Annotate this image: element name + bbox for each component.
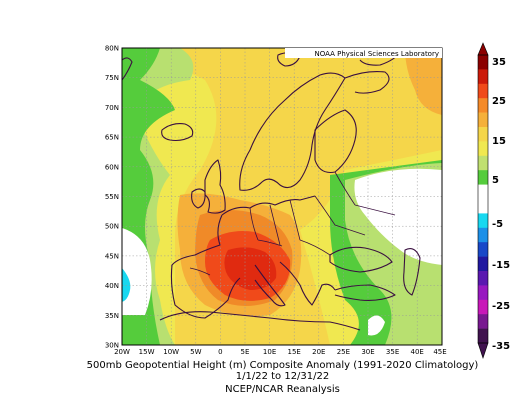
colorbar-segment [478, 112, 488, 128]
coast-britain [204, 159, 226, 214]
caption-date-range: 1/1/22 to 12/31/22 [235, 371, 330, 382]
y-tick-label: 50N [105, 223, 119, 231]
colorbar-segment [478, 328, 488, 344]
coast-caspian [403, 248, 421, 296]
caption-source: NCEP/NCAR Reanalysis [225, 384, 340, 395]
colorbar-segment [478, 271, 488, 286]
colorbar-label: 25 [492, 96, 506, 107]
x-tick-label: 10W [163, 348, 179, 356]
y-tick-label: 30N [105, 342, 119, 350]
y-tick-label: 40N [105, 282, 119, 290]
x-tick-label: 0 [218, 348, 222, 356]
neutral-zone-southeast [368, 315, 385, 336]
x-tick-label: 40E [411, 348, 424, 356]
x-axis: 20W 15W 10W 5W 0 5E 10E 15E 20E 25E 30E … [114, 348, 447, 356]
neutral-zone-east [354, 168, 442, 265]
colorbar-label: -25 [492, 301, 510, 312]
map-panel [122, 48, 442, 345]
x-tick-label: 5W [190, 348, 201, 356]
colorbar-segments [478, 55, 488, 344]
y-tick-label: 80N [105, 45, 119, 53]
colorbar-segment [478, 199, 488, 214]
y-tick-label: 65N [105, 134, 119, 142]
y-axis: 80N 75N 70N 65N 60N 55N 50N 45N 40N 35N … [105, 45, 119, 350]
coast-north-africa [159, 311, 361, 331]
colorbar-segment [478, 299, 488, 315]
credit-box: NOAA Physical Sciences Laboratory [285, 48, 442, 58]
colorbar-segment [478, 285, 488, 301]
anomaly-band-20-northeast [405, 48, 442, 115]
colorbar-segment [478, 314, 488, 329]
coast-west-europe [221, 195, 316, 216]
coast-scandinavia [239, 72, 346, 191]
coast-iceland [161, 123, 194, 142]
x-tick-label: 20E [312, 348, 325, 356]
colorbar-label: -35 [492, 341, 510, 352]
x-tick-label: 45E [433, 348, 446, 356]
colorbar-label: -15 [492, 260, 510, 271]
borders-iberia [189, 267, 211, 276]
coast-turkey [334, 284, 396, 301]
x-tick-label: 5E [241, 348, 250, 356]
colorbar-label: 5 [492, 175, 499, 186]
colorbar-segment [478, 69, 488, 85]
coast-balkans [279, 261, 336, 306]
colorbar-segment [478, 170, 488, 185]
borders-east [314, 171, 396, 236]
negative-anomaly-west [122, 268, 131, 302]
y-tick-label: 55N [105, 193, 119, 201]
colorbar-label: -5 [492, 219, 503, 230]
coastlines [122, 50, 421, 331]
coast-ireland [191, 188, 206, 209]
colorbar: 35 25 15 5 -5 -15 -25 -35 [477, 42, 510, 359]
coast-france-iberia [170, 214, 241, 319]
colorbar-segment [478, 141, 488, 157]
x-tick-label: 20W [114, 348, 130, 356]
colorbar-frame [477, 54, 489, 344]
colorbar-segment [478, 83, 488, 99]
coast-kola [344, 71, 390, 94]
coast-black-sea [329, 246, 393, 273]
borders-central [249, 199, 331, 256]
x-tick-label: 25E [337, 348, 350, 356]
coast-italy [254, 264, 286, 307]
x-tick-label: 35E [386, 348, 399, 356]
colorbar-segment [478, 227, 488, 243]
y-tick-label: 60N [105, 163, 119, 171]
colorbar-segment [478, 55, 488, 70]
anomaly-core-35 [224, 247, 277, 290]
y-tick-label: 70N [105, 104, 119, 112]
coast-greenland [122, 57, 133, 81]
colorbar-label: 35 [492, 57, 506, 68]
colorbar-top-arrow [477, 42, 489, 56]
colorbar-segment [478, 127, 488, 142]
x-tick-label: 15W [139, 348, 155, 356]
colorbar-segment [478, 213, 488, 229]
caption-title: 500mb Geopotential Height (m) Composite … [86, 360, 479, 371]
colorbar-label: 15 [492, 136, 506, 147]
colorbar-segment [478, 184, 488, 200]
credit-text: NOAA Physical Sciences Laboratory [315, 50, 439, 58]
neutral-zone-west [122, 228, 152, 315]
y-tick-label: 35N [105, 312, 119, 320]
y-tick-label: 45N [105, 252, 119, 260]
x-tick-label: 15E [288, 348, 301, 356]
colorbar-bottom-arrow [477, 342, 489, 359]
colorbar-segment [478, 98, 488, 113]
colorbar-segment [478, 256, 488, 272]
y-tick-label: 75N [105, 74, 119, 82]
map-frame [121, 47, 443, 346]
colorbar-segment [478, 242, 488, 257]
x-tick-label: 30E [361, 348, 374, 356]
coast-finland [314, 109, 357, 174]
colorbar-segment [478, 155, 488, 171]
x-tick-label: 10E [263, 348, 276, 356]
